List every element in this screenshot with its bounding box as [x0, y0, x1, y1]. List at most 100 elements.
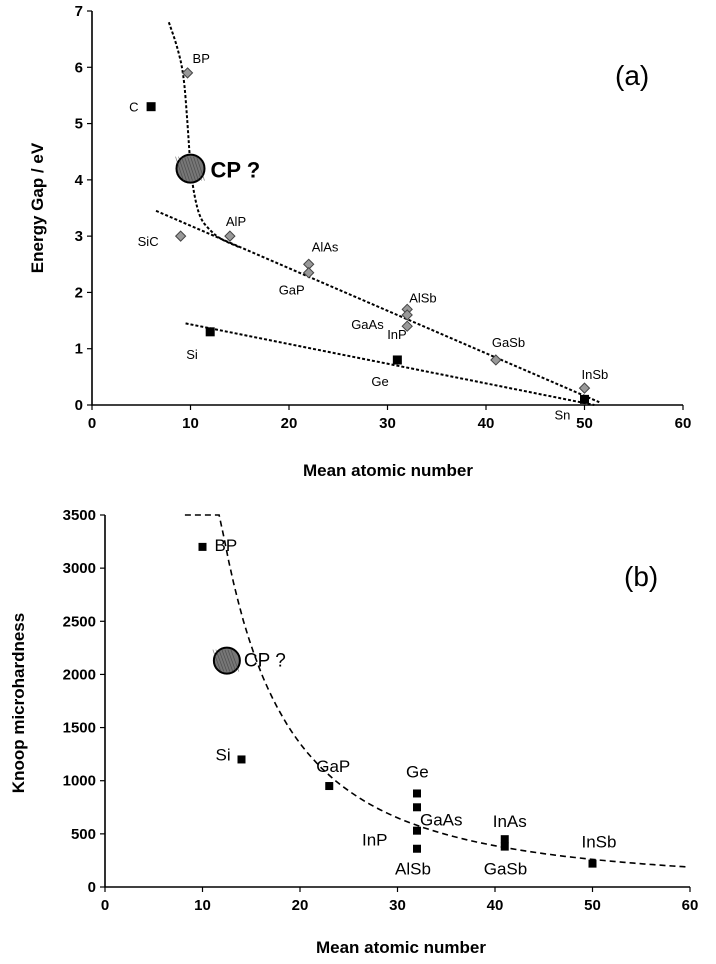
data-point	[302, 267, 315, 279]
data-point	[413, 844, 421, 853]
x-tick-label: 50	[584, 897, 601, 914]
highlight-point	[212, 646, 241, 675]
point-label: SiC	[138, 234, 159, 249]
y-tick-label: 2	[75, 284, 83, 301]
data-point	[325, 782, 334, 791]
x-axis-title: Mean atomic number	[316, 938, 486, 957]
y-tick-label: 1500	[63, 720, 96, 737]
x-tick-label: 0	[101, 897, 109, 914]
highlight-hatch	[175, 156, 184, 181]
highlight-hatch	[187, 156, 196, 181]
x-tick-label: 30	[389, 897, 406, 914]
point-label: InAs	[493, 812, 527, 831]
y-tick-label: 3000	[63, 560, 96, 577]
highlight-hatch	[227, 649, 237, 672]
point-label: InP	[387, 327, 407, 342]
x-tick-label: 0	[88, 415, 96, 432]
y-axis-title: Energy Gap / eV	[28, 142, 47, 273]
x-tick-label: 50	[576, 415, 593, 432]
data-point	[490, 354, 502, 366]
highlight-hatch	[190, 156, 199, 181]
point-label: GaP	[316, 757, 350, 776]
point-label: GaP	[279, 283, 305, 298]
highlight-hatch	[224, 649, 234, 672]
point-label: BP	[193, 51, 210, 66]
point-label: GaSb	[492, 335, 525, 350]
y-tick-label: 2000	[63, 666, 96, 683]
x-tick-label: 10	[194, 897, 211, 914]
y-tick-label: 6	[75, 59, 83, 76]
data-point	[500, 842, 509, 851]
y-tick-label: 4	[75, 172, 84, 189]
highlight-label: CP ?	[244, 651, 286, 672]
data-point	[413, 789, 421, 798]
y-tick-label: 500	[71, 826, 96, 843]
data-point	[401, 309, 413, 321]
y-tick-label: 7	[75, 3, 83, 20]
data-point	[181, 67, 194, 79]
x-tick-label: 20	[281, 415, 298, 432]
highlight-hatch	[218, 649, 228, 672]
y-tick-label: 0	[88, 879, 96, 896]
point-label: GaSb	[484, 860, 527, 879]
trend-line	[167, 21, 241, 249]
point-label: GaAs	[351, 317, 384, 332]
point-label: C	[129, 100, 138, 115]
point-label: InP	[362, 831, 388, 850]
y-axis-title: Knoop microhardness	[9, 613, 28, 793]
highlight-hatch	[230, 649, 240, 672]
y-tick-label: 1	[75, 341, 83, 358]
panel-label: (b)	[624, 561, 658, 592]
chart-panel-a: 0 10 20 30 40 50 60 0 1 2 3 4 5 6 7 Mean atomic number E…	[28, 3, 691, 480]
y-tick-label: 1000	[63, 773, 96, 790]
trend-line	[155, 209, 600, 404]
point-label: BP	[215, 536, 238, 555]
highlight-hatch	[178, 156, 187, 181]
data-point	[205, 327, 215, 337]
data-point	[500, 835, 509, 844]
axes	[91, 11, 683, 406]
highlight-hatch	[196, 156, 205, 181]
x-tick-label: 40	[487, 897, 504, 914]
point-label: Si	[186, 347, 198, 362]
x-tick-label: 20	[292, 897, 309, 914]
data-point	[392, 355, 402, 365]
point-label: AlAs	[312, 239, 339, 254]
y-tick-label: 5	[75, 116, 83, 133]
highlight-hatch	[212, 649, 222, 672]
x-axis-title: Mean atomic number	[303, 461, 473, 480]
highlight-hatch	[193, 156, 202, 181]
chart-panel-b: 0 10 20 30 40 50 60 0 500 1000 1500 2000 2500 3000 350…	[9, 507, 698, 957]
x-tick-label: 30	[379, 415, 396, 432]
y-tick-label: 3	[75, 228, 83, 245]
highlight-label: CP ?	[211, 158, 261, 183]
y-tick-label: 0	[75, 397, 83, 414]
point-label: Ge	[406, 762, 429, 781]
x-tick-label: 60	[675, 415, 692, 432]
point-label: Si	[216, 745, 231, 764]
data-point	[580, 394, 589, 404]
point-label: AlSb	[395, 860, 431, 879]
y-tick-label: 2500	[63, 613, 96, 630]
data-point	[174, 230, 187, 242]
point-label: AlP	[226, 214, 246, 229]
panel-label: (a)	[615, 60, 649, 91]
data-point	[198, 542, 207, 551]
x-tick-label: 60	[682, 897, 699, 914]
data-point	[146, 102, 156, 112]
trend-curve	[184, 514, 688, 868]
axes	[104, 515, 690, 888]
highlight-hatch	[215, 649, 225, 672]
x-tick-label: 10	[182, 415, 199, 432]
data-point	[224, 230, 236, 242]
data-point	[588, 859, 597, 868]
point-label: AlSb	[409, 290, 436, 305]
y-tick-label: 3500	[63, 507, 96, 524]
highlight-hatch	[184, 156, 193, 181]
data-point	[401, 320, 413, 332]
point-label: InSb	[582, 367, 609, 382]
trend-line	[185, 322, 595, 406]
highlight-hatch	[181, 156, 190, 181]
point-label: Ge	[371, 374, 388, 389]
